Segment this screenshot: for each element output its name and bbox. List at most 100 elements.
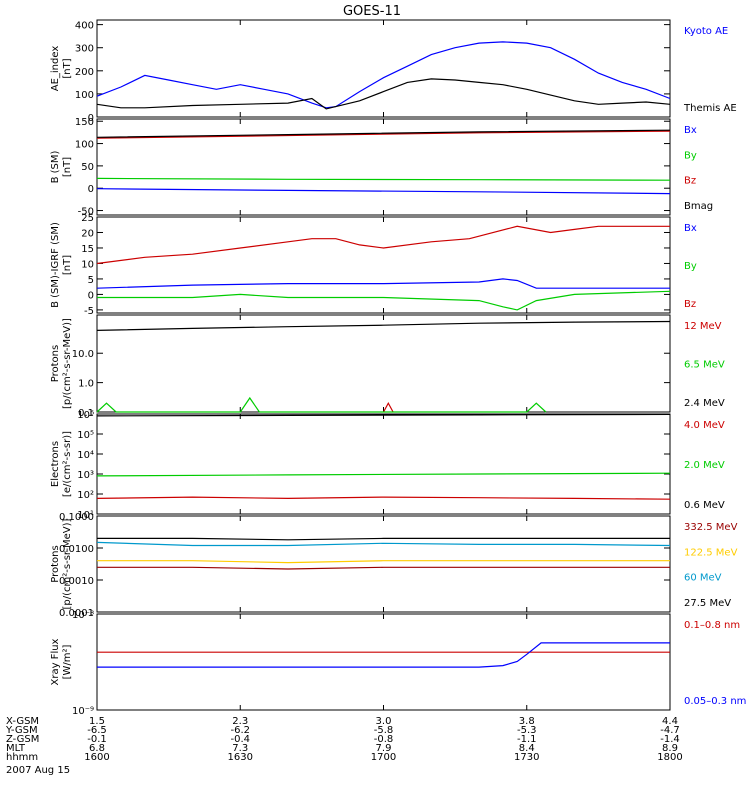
panel-4-ytick-label: 10⁴	[77, 450, 94, 461]
xaxis-tick-value: 8.4	[519, 743, 535, 754]
panel-2-ylabel: [nT]	[62, 255, 73, 275]
panel-0-ytick-label: 400	[75, 21, 94, 32]
xaxis-tick-value: -4.7	[660, 725, 680, 736]
legend-label-1-3: Bmag	[684, 201, 713, 212]
series-line-1-2	[96, 130, 671, 139]
panel-4-ytick-label: 10⁵	[77, 430, 94, 441]
panel-3-ytick-label: 1.0	[78, 379, 94, 390]
legend-label-3-0: 12 MeV	[684, 321, 722, 332]
panel-1-ylabel: [nT]	[62, 157, 73, 177]
legend-label-5-3: 27.5 MeV	[684, 598, 731, 609]
series-line-2-0	[96, 278, 670, 289]
panel-2-frame	[96, 216, 671, 314]
panel-2-ytick-label: 20	[81, 228, 94, 239]
series-line-1-3	[96, 129, 671, 138]
panel-5-ylabel: Protons	[50, 545, 61, 582]
xaxis-tick-value: -1.1	[517, 734, 537, 745]
series-line-2-2	[96, 225, 670, 265]
legend-label-4-0: 4.0 MeV	[684, 420, 725, 431]
panel-4-ytick-label: 10⁶	[77, 410, 94, 421]
series-line-2-1	[97, 290, 671, 311]
xaxis-tick-value: -6.2	[230, 725, 250, 736]
legend-label-6-0: 0.1–0.8 nm	[684, 620, 740, 631]
xaxis-tick-value: -0.8	[374, 734, 394, 745]
legend-label-5-2: 60 MeV	[684, 573, 722, 584]
series-line-5-2	[96, 541, 671, 547]
series-line-0-1	[96, 78, 671, 110]
panel-1-ytick-label: 0	[88, 184, 94, 195]
panel-1-ylabel: B (SM)	[50, 150, 61, 183]
panel-6-ytick-label: 10⁻⁸	[72, 610, 94, 621]
series-line-0-0	[96, 41, 671, 109]
series-line-3-0	[382, 401, 394, 413]
panel-1-ytick-label: -50	[78, 207, 94, 218]
panel-0-ylabel: AE_index	[50, 46, 61, 92]
legend-label-3-1: 6.5 MeV	[684, 360, 725, 371]
panel-3-ylabel: Protons	[50, 345, 61, 382]
legend-label-2-2: Bz	[684, 299, 696, 310]
legend-label-5-1: 122.5 MeV	[684, 547, 738, 558]
legend-label-6-1: 0.05–0.3 nm	[684, 696, 746, 707]
xaxis-tick-value: 1730	[514, 752, 539, 763]
xaxis-row-label: Y-GSM	[5, 725, 38, 736]
xaxis-row-label: Z-GSM	[6, 734, 39, 745]
panel-2-ylabel: B (SM)-IGRF (SM)	[50, 222, 61, 308]
panel-4-ytick-label: 10¹	[77, 510, 94, 521]
series-line-6-1	[97, 642, 670, 668]
panel-0-ytick-label: 0	[88, 113, 94, 124]
xaxis-tick-value: 6.8	[89, 743, 105, 754]
legend-label-1-2: Bz	[684, 176, 696, 187]
legend-label-1-1: By	[684, 150, 697, 161]
panel-3-frame	[96, 314, 671, 413]
panel-3-ylabel: [p/(cm²-s-sr-MeV)]	[62, 318, 73, 409]
legend-label-0-1: Themis AE	[683, 103, 737, 114]
panel-0-ytick-label: 300	[75, 44, 94, 55]
series-line-5-3	[97, 537, 670, 541]
series-line-5-1	[97, 560, 670, 564]
panel-0-ylabel: [nT]	[62, 58, 73, 78]
panel-4-ytick-label: 10²	[77, 490, 94, 501]
xaxis-tick-value: -0.4	[230, 734, 250, 745]
series-line-4-2	[96, 413, 671, 417]
panel-5-ytick-label: 0.1000	[59, 512, 94, 523]
series-line-3-2	[96, 320, 671, 331]
xaxis-row-label: X-GSM	[6, 716, 39, 727]
panel-1-ytick-label: 100	[75, 140, 94, 151]
panel-0-ytick-label: 200	[75, 67, 94, 78]
xaxis-tick-value: 1630	[228, 752, 253, 763]
series-line-4-0	[96, 496, 671, 500]
xaxis-row-label: hhmm	[6, 752, 38, 763]
xaxis-tick-value: 7.9	[376, 743, 392, 754]
series-line-4-1	[96, 472, 671, 477]
xaxis-tick-value: 8.9	[662, 743, 678, 754]
xaxis-tick-value: 3.0	[376, 716, 392, 727]
xaxis-tick-value: 3.8	[519, 716, 535, 727]
xaxis-row-label: MLT	[6, 743, 26, 754]
panel-3-ytick-label: 0.1	[78, 408, 94, 419]
panel-2-ytick-label: 10	[81, 259, 94, 270]
panel-0-ytick-label: 100	[75, 90, 94, 101]
xaxis-tick-value: -5.8	[374, 725, 394, 736]
xaxis-tick-value: -0.1	[87, 734, 107, 745]
panel-3-ytick-label: 10.0	[72, 349, 94, 360]
panel-6-ytick-label: 10⁻⁹	[72, 706, 94, 717]
xaxis-tick-value: 1800	[657, 752, 682, 763]
series-line-1-0	[96, 188, 671, 195]
panel-6-ylabel: Xray Flux	[50, 638, 61, 685]
xaxis-tick-value: -5.3	[517, 725, 537, 736]
series-line-5-0	[97, 566, 670, 570]
legend-label-2-1: By	[684, 261, 697, 272]
panel-5-frame	[96, 515, 671, 613]
panel-2-ytick-label: 25	[81, 213, 94, 224]
panel-2-ytick-label: 0	[88, 290, 94, 301]
panel-5-ytick-label: 0.0001	[59, 608, 94, 619]
xaxis-tick-value: 1700	[371, 752, 396, 763]
xaxis-tick-value: -1.4	[660, 734, 680, 745]
legend-label-4-1: 2.0 MeV	[684, 460, 725, 471]
panel-5-ylabel: [p/(cm²-s-sr-MeV)]	[62, 518, 73, 609]
panel-2-ytick-label: 5	[88, 275, 94, 286]
xaxis-tick-value: 1.5	[89, 716, 105, 727]
series-line-3-1	[96, 396, 547, 413]
